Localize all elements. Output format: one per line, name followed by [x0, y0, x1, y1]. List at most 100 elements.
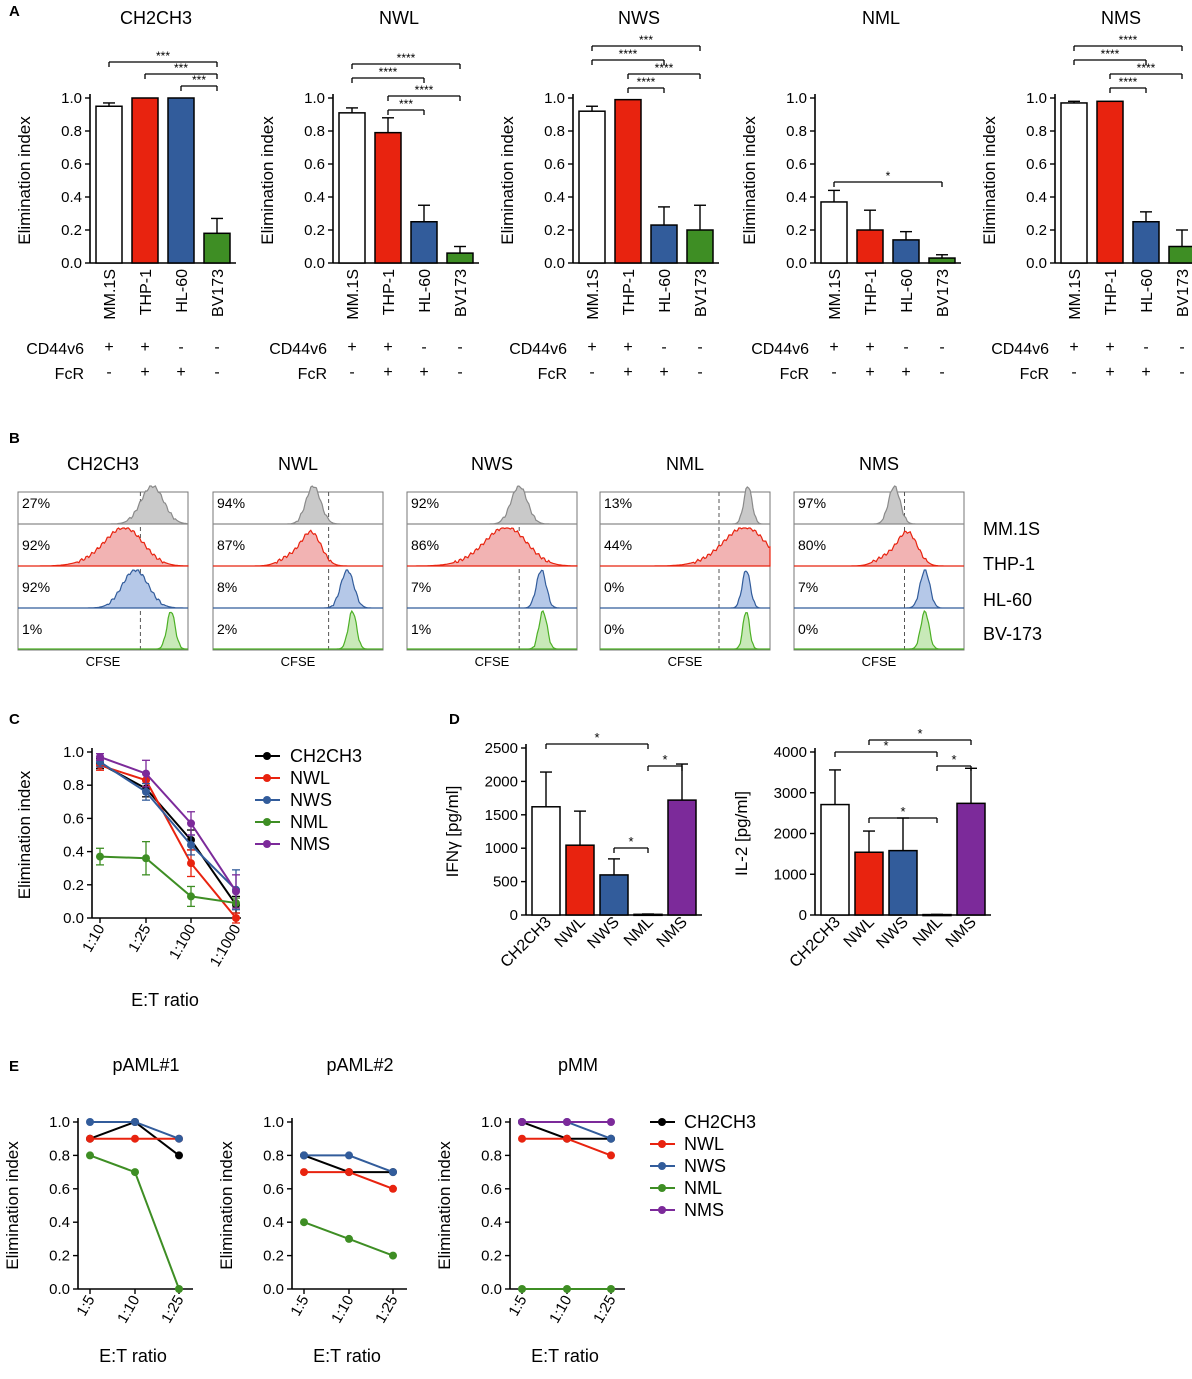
histogram-HL-60: [407, 569, 577, 609]
histogram-title: NWL: [278, 454, 318, 474]
cd44v6-sign: +: [865, 339, 874, 356]
histogram-THP-1: [600, 527, 771, 567]
y-axis-label: Elimination index: [435, 1141, 454, 1270]
x-tick-label: NWL: [552, 914, 589, 951]
fcr-label: FcR: [298, 366, 327, 383]
sig-label: ****: [1119, 75, 1138, 89]
x-tick-label: THP-1: [1103, 269, 1120, 315]
y-tick-label: 0.0: [1026, 255, 1047, 272]
x-tick-label: 1:25: [125, 922, 154, 956]
fcr-sign: +: [383, 364, 392, 381]
data-point-NWL: [607, 1151, 615, 1160]
bar-BV173: [1168, 245, 1192, 264]
chart-title: NWL: [379, 8, 419, 28]
x-tick-label: BV173: [210, 269, 227, 317]
y-tick-label: 0.6: [63, 810, 84, 827]
fcr-sign: +: [901, 364, 910, 381]
y-tick-label: 2000: [774, 826, 807, 843]
x-tick-label: BV173: [693, 269, 710, 317]
legend-marker: [263, 840, 271, 848]
x-tick-label: CH2CH3: [787, 914, 844, 971]
histogram-HL-60: [213, 569, 383, 609]
data-point-NML: [345, 1234, 353, 1243]
y-tick-label: 0.6: [61, 156, 82, 173]
panel-letter-d: D: [449, 711, 460, 728]
fcr-sign: +: [865, 364, 874, 381]
cfse-label: CFSE: [862, 654, 897, 669]
x-tick-label: 1:5: [505, 1293, 530, 1320]
fcr-sign: -: [457, 364, 462, 381]
y-tick-label: 0.8: [544, 123, 565, 140]
x-tick-label: 1:10: [114, 1293, 143, 1327]
series-line-NMS: [99, 756, 237, 892]
data-point-NWL: [563, 1134, 571, 1143]
cd44v6-sign: -: [1143, 339, 1148, 356]
histogram-box: [212, 491, 384, 651]
x-axis-label: E:T ratio: [313, 1346, 381, 1366]
chart-title: NML: [862, 8, 900, 28]
percent-label: 1%: [411, 621, 431, 637]
y-tick-label: 0.2: [49, 1248, 70, 1265]
chart-title: pAML#2: [326, 1055, 393, 1075]
data-point-NMS: [187, 819, 195, 828]
bar-CH2CH3: [531, 806, 561, 916]
y-tick-label: 0.6: [263, 1181, 284, 1198]
bar-HL-60: [650, 224, 678, 264]
cell-line-label: THP-1: [983, 554, 1035, 574]
y-tick-label: 1.0: [49, 1114, 70, 1131]
bar-NML: [922, 913, 952, 917]
bar-BV173: [686, 229, 714, 264]
sig-label: ***: [639, 33, 653, 47]
panel-letter-c: C: [9, 711, 20, 728]
data-point-NWL: [232, 914, 240, 922]
sig-label: *: [886, 169, 891, 183]
x-tick-label: NWL: [841, 914, 878, 951]
percent-label: 87%: [217, 537, 245, 553]
sig-label: ***: [192, 73, 206, 87]
x-tick-label: 1:100: [166, 922, 199, 963]
bar-MM.1S: [95, 105, 123, 264]
y-tick-label: 0.4: [544, 189, 565, 206]
sig-label: ****: [397, 51, 416, 65]
data-point-NWS: [187, 840, 195, 849]
histogram-THP-1: [18, 527, 189, 567]
data-point-NML: [563, 1285, 571, 1293]
y-tick-label: 0.0: [786, 255, 807, 272]
legend-marker: [658, 1162, 666, 1170]
cd44v6-sign: +: [383, 339, 392, 356]
data-point-NWS: [86, 1118, 94, 1126]
fcr-sign: +: [419, 364, 428, 381]
cfse-label: CFSE: [86, 654, 121, 669]
percent-label: 92%: [411, 495, 439, 511]
panel-letter-e: E: [9, 1058, 19, 1075]
percent-label: 92%: [22, 579, 50, 595]
x-tick-label: HL-60: [174, 269, 191, 313]
y-axis-label: Elimination index: [15, 770, 34, 899]
fcr-sign: +: [623, 364, 632, 381]
histogram-title: CH2CH3: [67, 454, 139, 474]
y-tick-label: 0.8: [49, 1147, 70, 1164]
bar-MM.1S: [578, 110, 606, 264]
legend-marker: [263, 774, 271, 782]
fcr-sign: +: [176, 364, 185, 381]
sig-label: *: [594, 730, 599, 745]
y-tick-label: 0.4: [63, 844, 84, 861]
data-point-NML: [142, 854, 150, 863]
bar-HL-60: [410, 221, 438, 264]
x-tick-label: NMS: [654, 914, 691, 951]
x-tick-label: HL-60: [899, 269, 916, 313]
cd44v6-sign: -: [939, 339, 944, 356]
sig-label: ****: [415, 83, 434, 97]
data-point-NML: [187, 892, 195, 901]
y-axis-label: Elimination index: [217, 1141, 236, 1270]
histogram-title: NML: [666, 454, 704, 474]
bar-MM.1S: [1060, 102, 1088, 264]
fcr-sign: -: [214, 364, 219, 381]
fcr-sign: -: [106, 364, 111, 381]
y-tick-label: 500: [493, 874, 518, 891]
sig-label: ****: [1101, 47, 1120, 61]
y-tick-label: 0.2: [1026, 222, 1047, 239]
bar-NWS: [599, 874, 629, 916]
sig-label: ***: [399, 97, 413, 111]
y-tick-label: 0.0: [49, 1281, 70, 1298]
